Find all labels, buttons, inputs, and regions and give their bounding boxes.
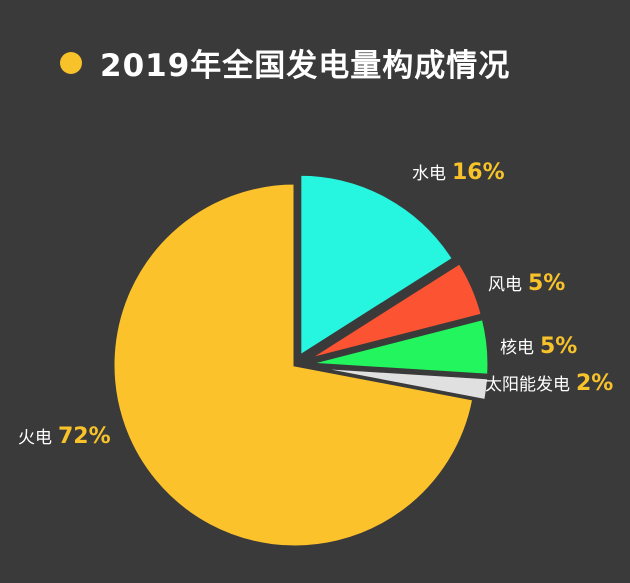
- pie-slice-4: [111, 181, 476, 549]
- slice-percent-2: 5%: [540, 334, 577, 359]
- pie-slice-0: [298, 172, 456, 359]
- title-row: 2019年全国发电量构成情况: [60, 40, 510, 85]
- slice-name-4: 火电: [18, 428, 52, 448]
- slice-label-0: 水电 16%: [412, 160, 505, 185]
- slice-label-2: 核电 5%: [500, 334, 577, 359]
- slice-name-3: 太阳能发电: [485, 375, 570, 395]
- slice-percent-4: 72%: [58, 424, 111, 449]
- slice-percent-1: 5%: [528, 271, 565, 296]
- slice-name-2: 核电: [500, 338, 534, 358]
- slice-percent-3: 2%: [576, 371, 613, 396]
- title-bullet-icon: [60, 51, 82, 74]
- chart-title: 2019年全国发电量构成情况: [100, 48, 511, 84]
- slice-name-1: 风电: [488, 275, 522, 295]
- slice-label-1: 风电 5%: [488, 271, 565, 296]
- pie-slice-1: [305, 260, 485, 362]
- pie-slice-2: [306, 316, 491, 377]
- slice-percent-0: 16%: [452, 160, 505, 185]
- slice-label-3: 太阳能发电 2%: [485, 371, 613, 396]
- slice-label-4: 火电 72%: [18, 424, 111, 449]
- slice-name-0: 水电: [412, 164, 446, 184]
